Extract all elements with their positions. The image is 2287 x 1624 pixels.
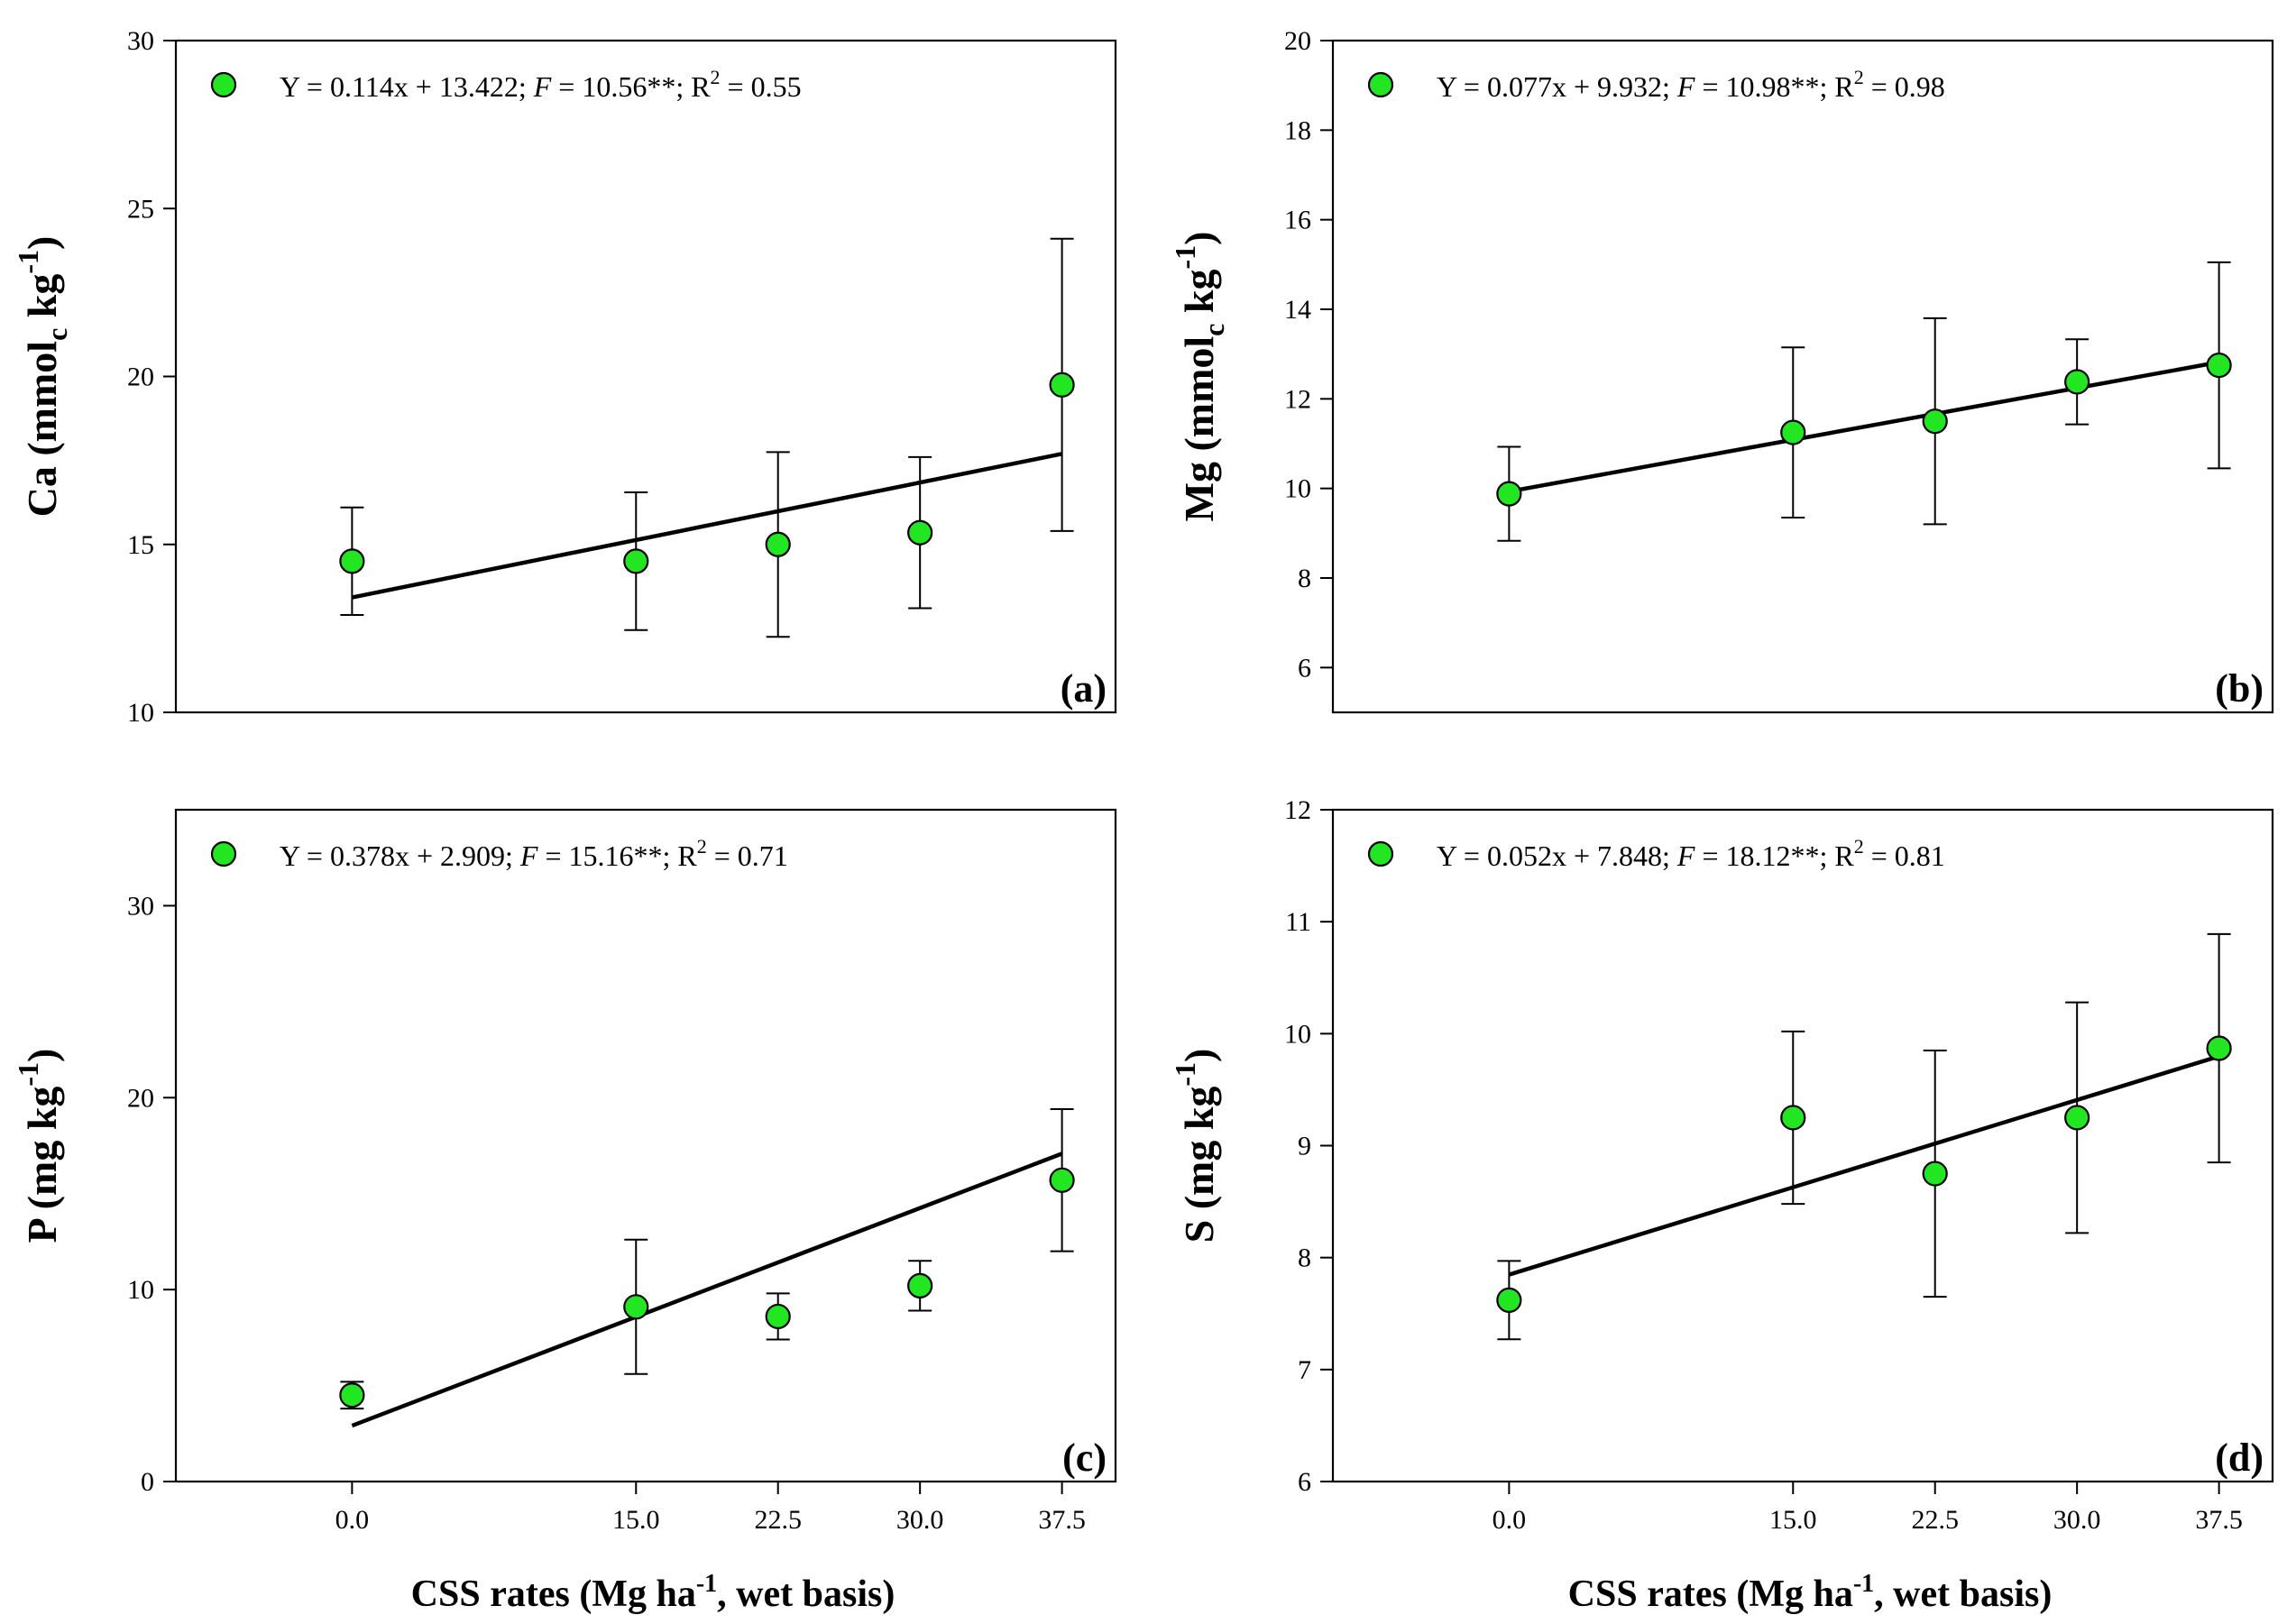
y-axis-label: P (mg kg-1) [12,1049,65,1243]
x-tick-label: 22.5 [754,1505,802,1535]
data-point [2064,369,2090,395]
x-tick-label: 30.0 [2053,1505,2101,1535]
regression-equation: Y = 0.378x + 2.909; F = 15.16**; R2 = 0.… [280,835,788,872]
data-point [339,548,365,574]
x-tick-label: 22.5 [1911,1505,1959,1535]
data-point [1049,1167,1075,1193]
y-tick-label: 16 [1284,206,1311,235]
x-tick-label: 30.0 [896,1505,944,1535]
y-tick-label: 10 [1284,474,1311,504]
x-tick-label: 15.0 [1769,1505,1817,1535]
y-tick-label: 30 [127,26,154,56]
y-tick-label: 18 [1284,115,1311,145]
y-tick-label: 20 [127,1083,154,1113]
regression-equation: Y = 0.114x + 13.422; F = 10.56**; R2 = 0… [280,66,802,103]
plot-frame [174,808,1117,1483]
y-tick-label: 6 [1298,1467,1311,1497]
y-tick-label: 25 [127,194,154,224]
y-axis-label: Ca (mmolc kg-1) [12,236,73,518]
y-tick-label: 12 [1284,795,1311,825]
regression-equation: Y = 0.077x + 9.932; F = 10.98**; R2 = 0.… [1437,66,1945,103]
y-tick-label: 8 [1298,1243,1311,1273]
legend-marker [1367,840,1394,867]
data-point [1496,481,1522,507]
y-tick-label: 0 [141,1467,154,1497]
panel-label: (d) [2215,1436,2264,1480]
x-tick-label: 37.5 [1038,1505,1086,1535]
y-tick-label: 30 [127,891,154,921]
data-point [2064,1105,2090,1131]
data-point [1922,408,1948,435]
x-axis-label: CSS rates (Mg ha-1, wet basis) [411,1570,896,1615]
data-point [907,1272,933,1298]
legend-marker [1367,71,1394,98]
y-tick-label: 20 [1284,26,1311,56]
legend-marker [210,840,237,867]
data-point [623,548,649,574]
x-tick-label: 37.5 [2195,1505,2243,1535]
y-tick-label: 11 [1285,907,1311,937]
data-point [765,531,791,557]
y-tick-label: 9 [1298,1132,1311,1161]
data-point [1049,372,1075,398]
y-tick-label: 10 [1284,1019,1311,1049]
regression-line [1508,1054,2220,1277]
panel-label: (b) [2215,666,2264,711]
y-tick-label: 20 [127,362,154,392]
y-tick-label: 10 [127,698,154,728]
regression-line [351,452,1063,600]
x-tick-label: 0.0 [1493,1505,1527,1535]
y-tick-label: 14 [1284,295,1311,325]
y-tick-label: 6 [1298,653,1311,683]
data-point [765,1303,791,1330]
y-tick-label: 7 [1298,1355,1311,1385]
data-point [1780,1105,1806,1131]
panel-b: 6 8 10 12 14 16 18 20 Mg (mmolc kg-1) Y = 0.077x … [1169,26,2274,714]
data-point [907,519,933,546]
plot-frame [174,39,1117,714]
panel-c: 0 10 20 30 0.0 15.0 22.5 30.0 37.5 CSS rates (Mg … [12,808,1117,1615]
data-point [1922,1161,1948,1187]
data-point [1496,1287,1522,1313]
x-axis-label: CSS rates (Mg ha-1, wet basis) [1568,1570,2053,1615]
regression-line [351,1151,1063,1428]
y-axis-label: Mg (mmolc kg-1) [1169,232,1230,522]
plot-frame [1331,39,2274,714]
data-point [623,1294,649,1320]
data-point [2206,352,2232,379]
y-tick-label: 8 [1298,564,1311,593]
x-tick-label: 15.0 [612,1505,660,1535]
panel-label: (c) [1062,1436,1107,1480]
panel-d: 6 7 8 9 10 11 12 0.0 15.0 22.5 30.0 37.5 CSS rates (… [1169,795,2274,1615]
y-tick-label: 15 [127,530,154,560]
y-tick-label: 12 [1284,384,1311,414]
plot-frame [1331,808,2274,1483]
y-axis-label: S (mg kg-1) [1169,1049,1222,1243]
data-point [339,1382,365,1408]
data-point [2206,1035,2232,1061]
panel-a: 10 15 20 25 30 Ca (mmolc kg-1) Y = 0.114x + 13… [12,26,1117,728]
legend-marker [210,71,237,98]
y-tick-label: 10 [127,1275,154,1305]
x-tick-label: 0.0 [335,1505,370,1535]
regression-equation: Y = 0.052x + 7.848; F = 18.12**; R2 = 0.… [1437,835,1945,872]
panel-label: (a) [1061,666,1107,711]
regression-line [1508,360,2220,494]
data-point [1780,419,1806,445]
